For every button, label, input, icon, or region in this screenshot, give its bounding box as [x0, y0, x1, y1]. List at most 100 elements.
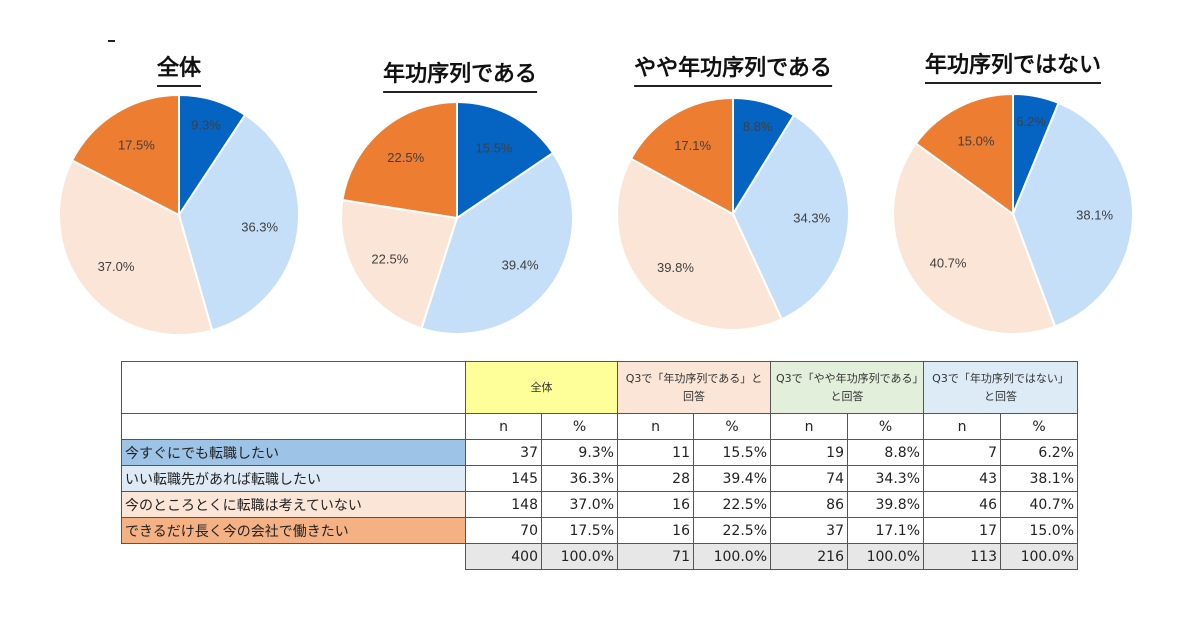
pie-chart-title: 全体	[156, 50, 202, 87]
pie-slice	[629, 96, 734, 216]
pie-chart: 9.3% 36.3% 37.0% 17.5%	[58, 93, 300, 336]
table-total-row: 400 100.0% 71 100.0% 216 100.0% 113 100.…	[122, 543, 1078, 570]
cell-pct: 34.3%	[847, 465, 924, 492]
table-subheader-row: n % n % n % n %	[121, 413, 1078, 440]
total-pct: 100.0%	[541, 543, 618, 570]
cell-pct: 17.5%	[541, 517, 618, 544]
pie-data-label: 22.5%	[387, 150, 424, 165]
row-label: いい転職先があれば転職したい	[121, 465, 466, 492]
cell-n: 16	[617, 517, 694, 544]
pie-chart: 8.8% 34.3% 39.8% 17.1%	[616, 96, 850, 331]
pie-data-label: 36.3%	[241, 219, 278, 234]
cell-n: 11	[617, 439, 694, 466]
cell-n: 19	[770, 439, 848, 466]
cell-n: 86	[770, 491, 848, 518]
pie-data-label: 38.1%	[1076, 207, 1113, 222]
total-n: 113	[923, 543, 1001, 570]
cell-n: 7	[923, 439, 1001, 466]
pie-slice	[616, 157, 784, 331]
pie-data-label: 39.4%	[502, 257, 539, 272]
subheader-n: n	[617, 413, 694, 440]
pie-slice	[420, 151, 574, 335]
cell-pct: 39.8%	[847, 491, 924, 518]
header-nenko: Q3で「年功序列である」と回答	[617, 361, 771, 414]
pie-data-label: 6.2%	[1016, 114, 1046, 129]
pie-data-label: 17.1%	[674, 138, 711, 153]
pie-chart-title: 年功序列ではない	[924, 47, 1102, 84]
row-label: 今のところとくに転職は考えていない	[121, 491, 466, 518]
cell-pct: 15.5%	[693, 439, 771, 466]
pie-data-label: 34.3%	[793, 211, 830, 226]
pie-data-label: 37.0%	[98, 259, 135, 274]
cell-n: 37	[465, 439, 542, 466]
total-n: 400	[465, 543, 542, 570]
pie-data-label: 15.0%	[958, 133, 995, 148]
cell-n: 17	[923, 517, 1001, 544]
cell-n: 70	[465, 517, 542, 544]
pie-slice	[341, 100, 458, 220]
total-n: 216	[770, 543, 848, 570]
pie-slice	[340, 198, 459, 330]
cell-n: 43	[923, 465, 1001, 492]
cell-pct: 8.8%	[847, 439, 924, 466]
cell-pct: 6.2%	[1000, 439, 1078, 466]
cell-n: 28	[617, 465, 694, 492]
cell-n: 148	[465, 491, 542, 518]
pie-data-label: 17.5%	[118, 137, 155, 152]
cell-n: 46	[923, 491, 1001, 518]
total-pct: 100.0%	[1000, 543, 1078, 570]
table-row: できるだけ長く今の会社で働きたい 70 17.5% 16 22.5% 37 17…	[121, 517, 1078, 544]
subheader-n: n	[770, 413, 848, 440]
cell-pct: 36.3%	[541, 465, 618, 492]
pie-chart-title: やや年功序列である	[634, 50, 832, 87]
cell-n: 74	[770, 465, 848, 492]
pie-chart: 6.2% 38.1% 40.7% 15.0%	[892, 92, 1134, 335]
pie-chart-title: 年功序列である	[383, 56, 537, 93]
pie-slice	[177, 113, 300, 332]
pie-data-label: 9.3%	[191, 117, 221, 132]
header-not: Q3で「年功序列ではない」と回答	[923, 361, 1078, 414]
total-pct: 100.0%	[847, 543, 924, 570]
pie-data-label: 22.5%	[371, 251, 408, 266]
total-blank-cell	[122, 544, 466, 570]
subheader-n: n	[465, 413, 542, 440]
header-blank-cell	[121, 361, 466, 414]
cell-pct: 38.1%	[1000, 465, 1078, 492]
pie-slice	[70, 93, 180, 217]
total-n: 71	[617, 543, 694, 570]
results-table: 全体 Q3で「年功序列である」と回答 Q3で「やや年功序列である」と回答 Q3で…	[121, 361, 1078, 570]
table-row: 今すぐにでも転職したい 37 9.3% 11 15.5% 19 8.8% 7 6…	[121, 439, 1078, 466]
pie-slice	[731, 113, 850, 321]
total-pct: 100.0%	[693, 543, 771, 570]
subheader-pct: %	[693, 413, 771, 440]
cell-pct: 37.0%	[541, 491, 618, 518]
table-row: いい転職先があれば転職したい 145 36.3% 28 39.4% 74 34.…	[121, 465, 1078, 492]
header-yaya: Q3で「やや年功序列である」と回答	[770, 361, 924, 414]
pie-data-label: 40.7%	[930, 255, 967, 270]
row-label: できるだけ長く今の会社で働きたい	[121, 517, 466, 544]
subheader-n: n	[923, 413, 1001, 440]
cell-n: 37	[770, 517, 848, 544]
pie-slice	[1011, 101, 1134, 328]
cell-n: 16	[617, 491, 694, 518]
pie-chart: 15.5% 39.4% 22.5% 22.5%	[340, 100, 574, 335]
cell-pct: 17.1%	[847, 517, 924, 544]
pie-slice	[456, 100, 555, 220]
subheader-pct: %	[847, 413, 924, 440]
table-row: 今のところとくに転職は考えていない 148 37.0% 16 22.5% 86 …	[121, 491, 1078, 518]
pie-slice	[58, 159, 214, 336]
header-all: 全体	[465, 361, 618, 414]
pie-data-label: 39.8%	[657, 260, 694, 275]
cell-pct: 22.5%	[693, 491, 771, 518]
pie-data-label: 8.8%	[743, 119, 773, 134]
cell-pct: 15.0%	[1000, 517, 1078, 544]
subheader-blank-cell	[121, 413, 466, 440]
cell-pct: 9.3%	[541, 439, 618, 466]
subheader-pct: %	[541, 413, 618, 440]
pie-data-label: 15.5%	[476, 140, 513, 155]
pie-slice	[892, 142, 1057, 335]
cell-pct: 39.4%	[693, 465, 771, 492]
subheader-pct: %	[1000, 413, 1078, 440]
table-header-row: 全体 Q3で「年功序列である」と回答 Q3で「やや年功序列である」と回答 Q3で…	[121, 361, 1078, 414]
row-label: 今すぐにでも転職したい	[121, 439, 466, 466]
